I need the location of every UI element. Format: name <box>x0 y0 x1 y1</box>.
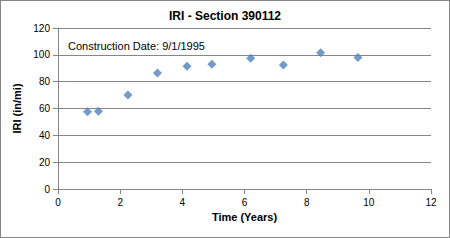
svg-text:8: 8 <box>304 197 310 208</box>
svg-text:10: 10 <box>363 197 375 208</box>
svg-text:20: 20 <box>39 157 51 168</box>
svg-text:12: 12 <box>425 197 437 208</box>
svg-text:0: 0 <box>55 197 61 208</box>
svg-text:40: 40 <box>39 130 51 141</box>
svg-text:120: 120 <box>33 23 50 34</box>
svg-text:Construction Date: 9/1/1995: Construction Date: 9/1/1995 <box>68 40 205 52</box>
svg-text:6: 6 <box>242 197 248 208</box>
svg-text:0: 0 <box>44 184 50 195</box>
svg-text:4: 4 <box>180 197 186 208</box>
svg-text:Time (Years): Time (Years) <box>212 211 278 223</box>
svg-text:IRI - Section 390112: IRI - Section 390112 <box>169 9 281 23</box>
svg-text:80: 80 <box>39 76 51 87</box>
svg-text:60: 60 <box>39 103 51 114</box>
svg-text:100: 100 <box>33 49 50 60</box>
svg-text:2: 2 <box>117 197 123 208</box>
svg-text:IRI (in/mi): IRI (in/mi) <box>11 83 23 133</box>
